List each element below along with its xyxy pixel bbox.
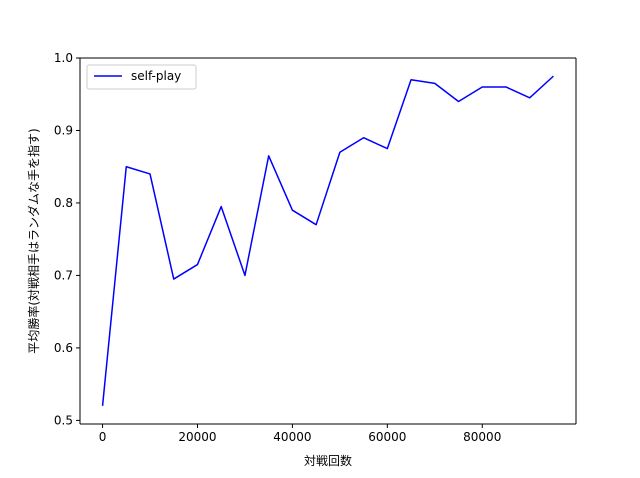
data-point (362, 136, 365, 139)
y-tick-label: 0.5 (54, 413, 73, 427)
legend-label-self-play: self-play (131, 69, 181, 83)
data-point (101, 404, 104, 407)
x-ticks: 0 20000 40000 60000 80000 (99, 424, 501, 444)
data-point (291, 209, 294, 212)
series-line-self-play (101, 75, 554, 406)
data-point (267, 154, 270, 157)
data-point (196, 263, 199, 266)
y-tick-label: 0.7 (54, 268, 73, 282)
data-point (172, 278, 175, 281)
x-tick-label: 80000 (463, 430, 501, 444)
series-layer (101, 75, 555, 407)
x-tick-label: 0 (99, 430, 107, 444)
data-point (315, 223, 318, 226)
legend-frame (86, 64, 197, 90)
x-tick-label: 60000 (368, 430, 406, 444)
x-tick-label: 40000 (273, 430, 311, 444)
y-tick-label: 0.6 (54, 341, 73, 355)
x-axis-label: 対戦回数 (304, 453, 352, 468)
data-point (410, 78, 413, 81)
plot-area (80, 58, 576, 424)
y-tick-label: 1.0 (54, 51, 73, 65)
data-point (504, 85, 507, 88)
data-point (457, 100, 460, 103)
y-axis-label: 平均勝率(対戦相手はランダムな手を指す) (26, 128, 41, 353)
data-point (338, 151, 341, 154)
y-tick-label: 0.8 (54, 196, 73, 210)
data-point (433, 82, 436, 85)
data-point (125, 165, 128, 168)
y-ticks: 0.5 0.6 0.7 0.8 0.9 1.0 (54, 51, 80, 427)
legend: self-play (86, 64, 197, 90)
data-point (243, 274, 246, 277)
data-point (220, 205, 223, 208)
data-point (481, 85, 484, 88)
data-point (386, 147, 389, 150)
y-tick-label: 0.9 (54, 123, 73, 137)
axes-layer (79, 57, 577, 425)
data-point (528, 96, 531, 99)
x-tick-label: 20000 (178, 430, 216, 444)
data-point (552, 75, 555, 78)
data-point (149, 172, 152, 175)
